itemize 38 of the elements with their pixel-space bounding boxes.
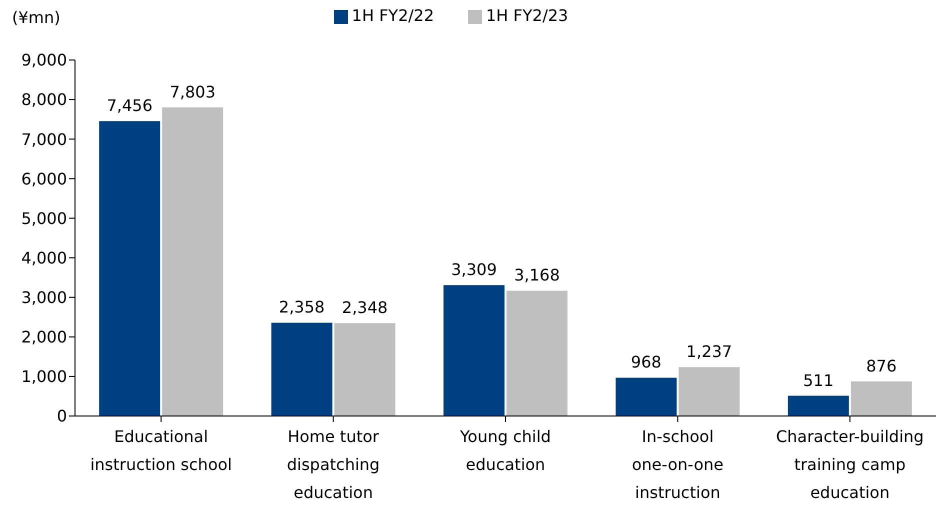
x-tick-label: Educational instruction school xyxy=(90,427,232,474)
data-label: 511 xyxy=(803,370,834,390)
x-tick-label: In-school one-on-one instruction xyxy=(632,427,724,502)
bar xyxy=(162,107,224,416)
data-label: 2,358 xyxy=(278,298,325,317)
data-label: 7,803 xyxy=(170,82,216,102)
bar xyxy=(850,381,912,416)
bar xyxy=(678,367,740,416)
x-tick-label: Young child education xyxy=(459,427,551,474)
data-label: 968 xyxy=(630,352,662,372)
y-tick-label: 0 xyxy=(56,406,67,426)
legend-label: 1H FY2/22 xyxy=(352,6,434,25)
y-tick-label: 5,000 xyxy=(21,208,67,228)
x-tick-label: Home tutor dispatching education xyxy=(286,427,380,502)
bar xyxy=(788,396,849,416)
legend-label: 1H FY2/23 xyxy=(486,6,568,25)
data-label: 3,309 xyxy=(451,260,497,280)
bar xyxy=(334,323,396,416)
y-tick-label: 8,000 xyxy=(21,90,67,110)
bar xyxy=(616,378,677,416)
bar xyxy=(271,322,332,416)
bar xyxy=(506,290,568,416)
data-label: 2,348 xyxy=(342,298,388,318)
data-label: 3,168 xyxy=(514,266,560,285)
bar xyxy=(444,285,505,416)
y-tick-label: 9,000 xyxy=(21,50,67,70)
y-tick-label: 7,000 xyxy=(21,130,67,149)
y-tick-label: 4,000 xyxy=(21,248,67,268)
y-tick-label: 2,000 xyxy=(21,328,67,347)
bar xyxy=(99,121,160,416)
data-label: 1,237 xyxy=(686,342,732,362)
y-axis-title: (¥mn) xyxy=(12,8,60,27)
y-tick-label: 6,000 xyxy=(21,169,67,188)
data-label: 876 xyxy=(866,356,897,376)
data-label: 7,456 xyxy=(106,96,153,116)
x-tick-label: Character-building training camp education xyxy=(776,427,924,502)
y-tick-label: 1,000 xyxy=(21,367,67,386)
y-tick-label: 3,000 xyxy=(21,288,67,308)
